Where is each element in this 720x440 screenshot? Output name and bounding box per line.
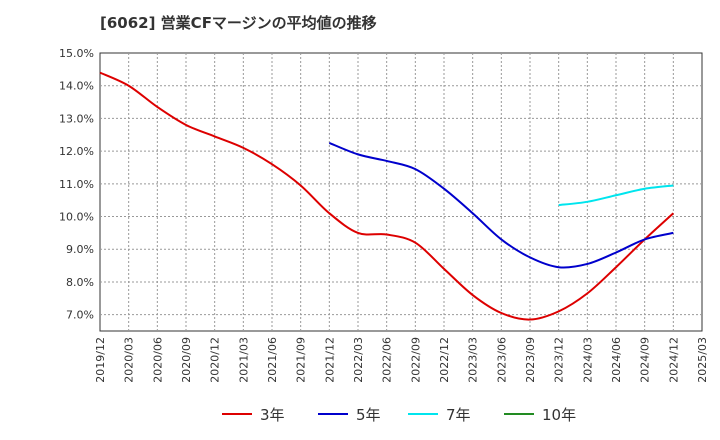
y-tick-label: 8.0%	[66, 276, 94, 289]
series-line-5年	[328, 142, 674, 269]
legend-item: 5年	[318, 402, 381, 426]
legend-label: 5年	[356, 405, 381, 424]
line-chart: 7.0% 8.0% 9.0% 10.0% 11.0% 12.0% 13.0% 14.0% 15.…	[59, 47, 709, 383]
legend-label: 3年	[260, 405, 285, 424]
x-tick-label: 2024/06	[610, 337, 623, 383]
plot-area	[99, 52, 703, 332]
y-tick-label: 7.0%	[66, 309, 94, 322]
legend-label: 10年	[542, 405, 577, 424]
x-tick-label: 2020/12	[209, 337, 222, 383]
x-tick-label: 2020/03	[123, 337, 136, 383]
x-tick-label: 2025/03	[696, 337, 709, 383]
legend-swatch	[504, 413, 534, 415]
x-tick-label: 2024/03	[581, 337, 594, 383]
x-tick-label: 2023/09	[524, 337, 537, 383]
legend-label: 7年	[446, 405, 471, 424]
x-tick-label: 2021/12	[323, 337, 336, 383]
x-tick-label: 2021/09	[295, 337, 308, 383]
legend-item: 10年	[504, 402, 576, 426]
x-tick-label: 2023/03	[467, 337, 480, 383]
y-tick-label: 9.0%	[66, 243, 94, 256]
y-tick-label: 11.0%	[59, 178, 94, 191]
chart-title: [6062] 営業CFマージンの平均値の推移	[100, 14, 377, 32]
x-tick-label: 2020/09	[180, 337, 193, 383]
legend-swatch	[318, 413, 348, 415]
y-tick-label: 14.0%	[59, 80, 94, 93]
x-tick-label: 2024/09	[639, 337, 652, 383]
x-tick-label: 2024/12	[667, 337, 680, 383]
legend-item: 3年	[222, 402, 285, 426]
x-tick-label: 2022/09	[409, 337, 422, 383]
x-tick-label: 2021/06	[266, 337, 279, 383]
y-tick-label: 13.0%	[59, 112, 94, 125]
series-line-7年	[558, 184, 674, 207]
x-tick-label: 2022/12	[438, 337, 451, 383]
x-tick-label: 2020/06	[151, 337, 164, 383]
x-tick-label: 2023/12	[553, 337, 566, 383]
x-tick-label: 2022/03	[352, 337, 365, 383]
series-line-3年	[99, 71, 675, 321]
y-tick-label: 15.0%	[59, 47, 94, 60]
legend-item: 7年	[408, 402, 471, 426]
y-tick-label: 12.0%	[59, 145, 94, 158]
x-tick-label: 2019/12	[94, 337, 107, 383]
legend-swatch	[408, 413, 438, 415]
x-tick-label: 2023/06	[495, 337, 508, 383]
legend-swatch	[222, 413, 252, 415]
y-tick-label: 10.0%	[59, 211, 94, 224]
x-tick-label: 2021/03	[237, 337, 250, 383]
x-tick-label: 2022/06	[381, 337, 394, 383]
legend: 3年 5年 7年 10年	[0, 402, 720, 426]
